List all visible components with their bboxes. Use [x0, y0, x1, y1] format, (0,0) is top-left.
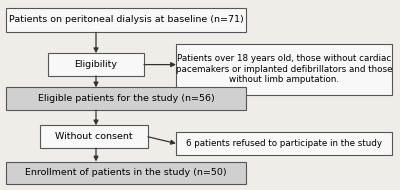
Text: Eligible patients for the study (n=56): Eligible patients for the study (n=56) — [38, 94, 214, 103]
Text: Patients over 18 years old, those without cardiac
pacemakers or implanted defibr: Patients over 18 years old, those withou… — [176, 55, 392, 84]
Text: Without consent: Without consent — [55, 132, 133, 141]
Text: Eligibility: Eligibility — [74, 60, 118, 69]
FancyBboxPatch shape — [6, 8, 246, 32]
FancyBboxPatch shape — [176, 44, 392, 95]
Text: 6 patients refused to participate in the study: 6 patients refused to participate in the… — [186, 139, 382, 148]
FancyBboxPatch shape — [6, 87, 246, 110]
FancyBboxPatch shape — [40, 125, 148, 148]
Text: Enrollment of patients in the study (n=50): Enrollment of patients in the study (n=5… — [25, 168, 227, 177]
FancyBboxPatch shape — [176, 132, 392, 155]
Text: Patients on peritoneal dialysis at baseline (n=71): Patients on peritoneal dialysis at basel… — [9, 15, 243, 25]
FancyBboxPatch shape — [48, 53, 144, 76]
FancyBboxPatch shape — [6, 162, 246, 184]
